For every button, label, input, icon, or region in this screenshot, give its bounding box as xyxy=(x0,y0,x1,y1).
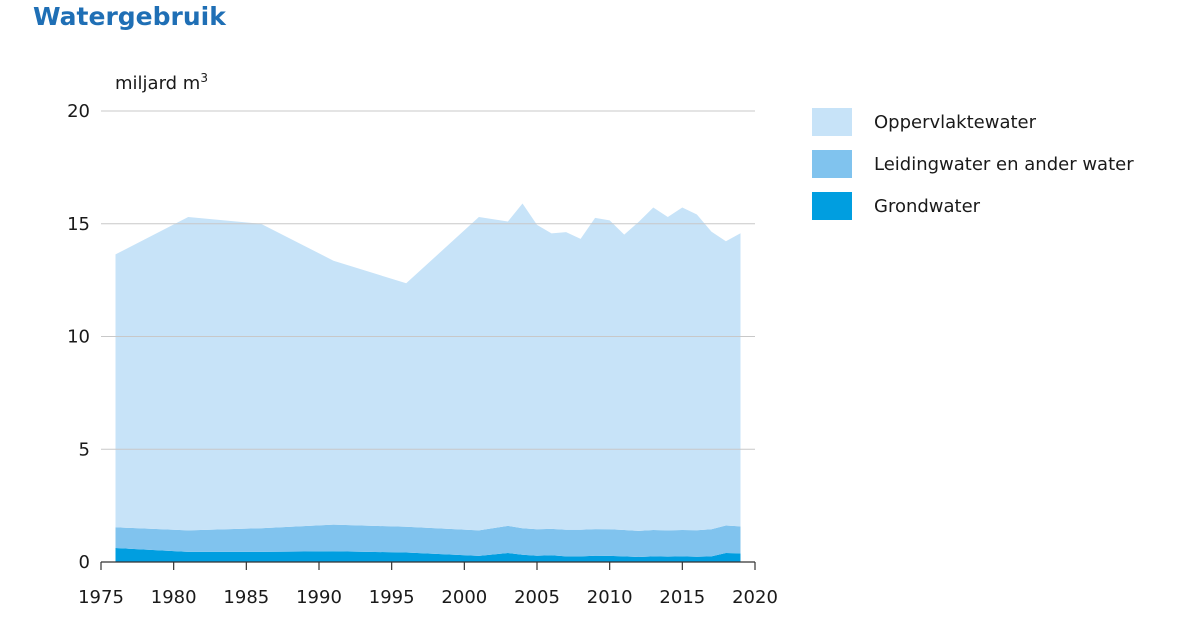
y-axis-label: miljard m3 xyxy=(115,71,208,94)
legend-label-1: Leidingwater en ander water xyxy=(874,153,1134,175)
y-axis-label-superscript: 3 xyxy=(200,71,208,85)
x-tick-label-3: 1990 xyxy=(296,587,342,608)
y-axis-label-text: miljard m xyxy=(115,73,200,94)
x-tick-label-8: 2015 xyxy=(659,587,705,608)
gridlines xyxy=(101,110,755,450)
x-tick-label-2: 1985 xyxy=(223,587,269,608)
y-tick-label-4: 20 xyxy=(67,101,90,122)
legend-swatch-1 xyxy=(812,150,852,178)
legend-label-0: Oppervlaktewater xyxy=(874,111,1037,133)
area-series-2 xyxy=(115,203,741,531)
area-series-0 xyxy=(115,548,741,562)
y-tick-label-1: 5 xyxy=(79,439,90,460)
legend-item-2: Grondwater xyxy=(812,192,1134,220)
x-tick-label-1: 1980 xyxy=(151,587,197,608)
x-tick-label-4: 1995 xyxy=(369,587,415,608)
chart-title: Watergebruik xyxy=(33,2,226,31)
y-tick-label-3: 15 xyxy=(67,214,90,235)
x-tick-label-5: 2000 xyxy=(441,587,487,608)
axes: 1975 1980 1985 1990 1995 2000 2005 2010 2015 2020… xyxy=(67,101,778,608)
legend: Oppervlaktewater Leidingwater en ander wa… xyxy=(812,108,1134,234)
series-areas xyxy=(115,203,741,562)
x-tick-label-9: 2020 xyxy=(732,587,778,608)
legend-swatch-0 xyxy=(812,108,852,136)
legend-swatch-2 xyxy=(812,192,852,220)
legend-item-1: Leidingwater en ander water xyxy=(812,150,1134,178)
x-tick-label-6: 2005 xyxy=(514,587,560,608)
area-series-1 xyxy=(115,524,741,557)
y-tick-label-2: 10 xyxy=(67,327,90,348)
y-tick-label-0: 0 xyxy=(79,552,90,573)
legend-label-2: Grondwater xyxy=(874,195,981,217)
x-tick-label-0: 1975 xyxy=(78,587,124,608)
x-tick-label-7: 2010 xyxy=(587,587,633,608)
legend-item-0: Oppervlaktewater xyxy=(812,108,1134,136)
